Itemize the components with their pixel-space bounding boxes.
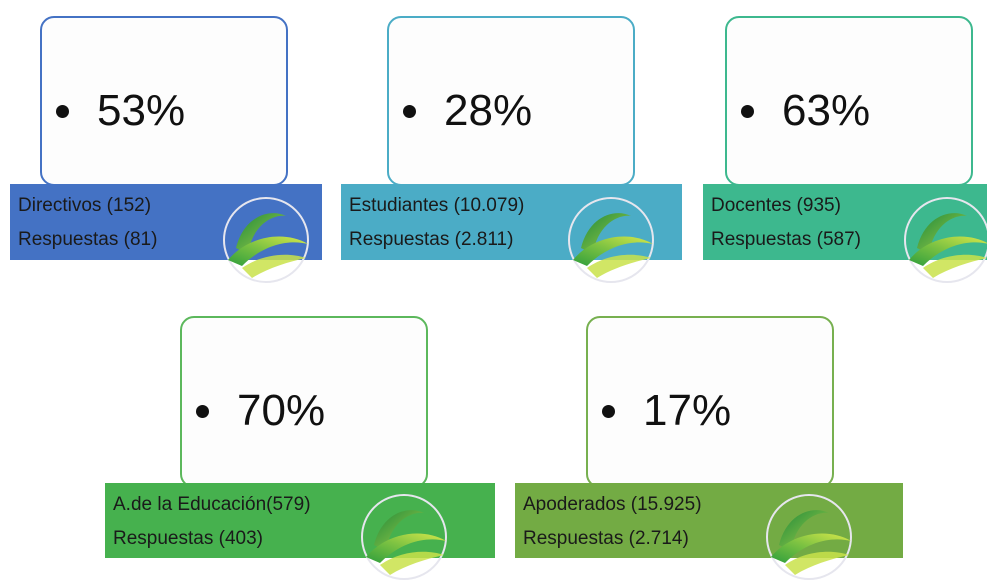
bullet-icon	[196, 404, 209, 418]
bullet-icon	[741, 104, 754, 118]
percent-directivos: 53%	[56, 86, 185, 136]
bullet-icon	[602, 404, 615, 418]
card-directivos: 53%	[40, 16, 288, 186]
card-asistentes-educacion: 70%	[180, 316, 428, 488]
percent-asistentes-educacion: 70%	[196, 386, 325, 436]
bullet-icon	[403, 104, 416, 118]
group-name: A.de la Educación(579)	[113, 494, 311, 515]
group-responses: Respuestas (2.714)	[523, 528, 689, 549]
label-apoderados: Apoderados (15.925) Respuestas (2.714)	[515, 483, 903, 558]
bullet-icon	[56, 104, 69, 118]
label-estudiantes: Estudiantes (10.079) Respuestas (2.811)	[341, 184, 682, 260]
group-responses: Respuestas (587)	[711, 229, 861, 250]
leaf-swoosh-icon	[904, 197, 987, 283]
label-docentes: Docentes (935) Respuestas (587)	[703, 184, 987, 260]
leaf-swoosh-icon	[223, 197, 309, 283]
percent-docentes: 63%	[741, 86, 870, 136]
card-apoderados: 17%	[586, 316, 834, 488]
group-name: Directivos (152)	[18, 195, 152, 216]
group-name: Estudiantes (10.079)	[349, 195, 525, 216]
group-responses: Respuestas (81)	[18, 229, 158, 250]
percent-apoderados: 17%	[602, 386, 731, 436]
label-asistentes-educacion: A.de la Educación(579) Respuestas (403)	[105, 483, 495, 558]
leaf-swoosh-icon	[568, 197, 654, 283]
group-name: Apoderados (15.925)	[523, 494, 702, 515]
percent-estudiantes: 28%	[403, 86, 532, 136]
card-docentes: 63%	[725, 16, 973, 186]
card-estudiantes: 28%	[387, 16, 635, 186]
group-name: Docentes (935)	[711, 195, 841, 216]
group-responses: Respuestas (403)	[113, 528, 263, 549]
label-directivos: Directivos (152) Respuestas (81)	[10, 184, 322, 260]
group-responses: Respuestas (2.811)	[349, 229, 514, 250]
